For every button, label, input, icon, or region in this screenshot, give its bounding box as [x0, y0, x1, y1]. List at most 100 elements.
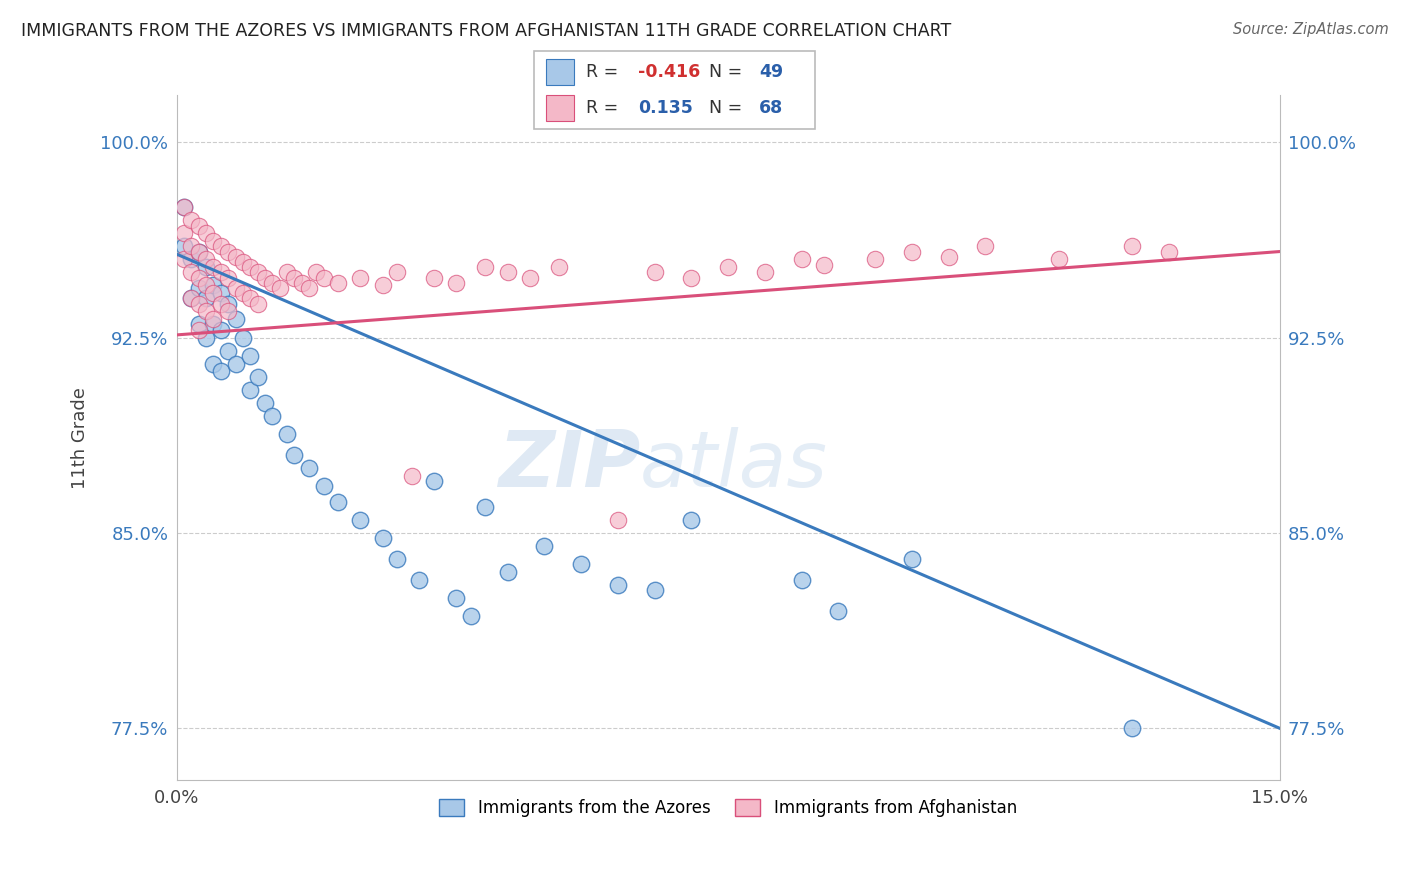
- Point: [262, 409, 284, 423]
- Point: [298, 460, 321, 475]
- Point: [180, 239, 202, 253]
- Point: [187, 281, 209, 295]
- Point: [444, 591, 467, 605]
- Point: [187, 244, 209, 259]
- Point: [901, 244, 924, 259]
- Point: [644, 265, 666, 279]
- Point: [246, 369, 269, 384]
- Point: [569, 557, 592, 571]
- Point: [202, 286, 225, 301]
- Point: [813, 258, 835, 272]
- Point: [283, 448, 305, 462]
- Point: [408, 573, 430, 587]
- Point: [232, 330, 254, 344]
- Bar: [546, 95, 574, 121]
- Point: [187, 219, 209, 233]
- Point: [283, 270, 305, 285]
- Point: [938, 250, 960, 264]
- Point: [187, 244, 209, 259]
- Point: [349, 513, 371, 527]
- Point: [863, 252, 886, 267]
- Point: [246, 296, 269, 310]
- Point: [349, 270, 371, 285]
- Point: [180, 292, 202, 306]
- Point: [444, 276, 467, 290]
- Text: -0.416: -0.416: [638, 63, 700, 81]
- Y-axis label: 11th Grade: 11th Grade: [72, 387, 89, 489]
- Point: [681, 513, 703, 527]
- Point: [328, 276, 350, 290]
- Point: [1159, 244, 1181, 259]
- Text: N =: N =: [709, 99, 742, 117]
- Point: [217, 244, 239, 259]
- Point: [312, 270, 335, 285]
- Text: 0.135: 0.135: [638, 99, 693, 117]
- Point: [195, 260, 218, 275]
- Point: [173, 252, 195, 267]
- Point: [371, 278, 394, 293]
- Point: [232, 255, 254, 269]
- Point: [180, 213, 202, 227]
- Point: [262, 276, 284, 290]
- Point: [209, 286, 232, 301]
- Point: [180, 292, 202, 306]
- Point: [173, 200, 195, 214]
- Point: [474, 500, 496, 514]
- Point: [202, 318, 225, 332]
- Point: [1121, 721, 1143, 735]
- Point: [173, 239, 195, 253]
- Point: [606, 578, 628, 592]
- Point: [717, 260, 740, 275]
- Point: [548, 260, 571, 275]
- Point: [209, 323, 232, 337]
- Point: [312, 479, 335, 493]
- Point: [195, 330, 218, 344]
- Point: [202, 312, 225, 326]
- Point: [195, 252, 218, 267]
- Text: R =: R =: [586, 99, 619, 117]
- Legend: Immigrants from the Azores, Immigrants from Afghanistan: Immigrants from the Azores, Immigrants f…: [433, 792, 1024, 823]
- Point: [224, 250, 246, 264]
- Point: [224, 357, 246, 371]
- Point: [202, 234, 225, 248]
- Point: [246, 265, 269, 279]
- Point: [202, 260, 225, 275]
- Point: [423, 270, 446, 285]
- Point: [187, 318, 209, 332]
- Text: R =: R =: [586, 63, 619, 81]
- Point: [173, 227, 195, 241]
- Point: [276, 265, 298, 279]
- Point: [202, 357, 225, 371]
- Point: [239, 383, 262, 397]
- Point: [224, 281, 246, 295]
- Point: [371, 531, 394, 545]
- Point: [239, 260, 262, 275]
- Point: [187, 323, 209, 337]
- Point: [239, 349, 262, 363]
- Point: [401, 468, 423, 483]
- Point: [790, 252, 813, 267]
- Point: [1047, 252, 1070, 267]
- Point: [224, 312, 246, 326]
- Point: [328, 494, 350, 508]
- Point: [187, 296, 209, 310]
- Point: [180, 252, 202, 267]
- Point: [901, 552, 924, 566]
- Point: [253, 270, 276, 285]
- Text: atlas: atlas: [640, 427, 828, 503]
- Point: [790, 573, 813, 587]
- Point: [387, 552, 409, 566]
- Point: [173, 200, 195, 214]
- Point: [217, 270, 239, 285]
- Point: [474, 260, 496, 275]
- Point: [217, 296, 239, 310]
- Point: [195, 278, 218, 293]
- FancyBboxPatch shape: [534, 51, 815, 129]
- Point: [533, 539, 555, 553]
- Point: [209, 364, 232, 378]
- Point: [276, 426, 298, 441]
- Point: [195, 304, 218, 318]
- Point: [253, 395, 276, 409]
- Point: [681, 270, 703, 285]
- Point: [180, 265, 202, 279]
